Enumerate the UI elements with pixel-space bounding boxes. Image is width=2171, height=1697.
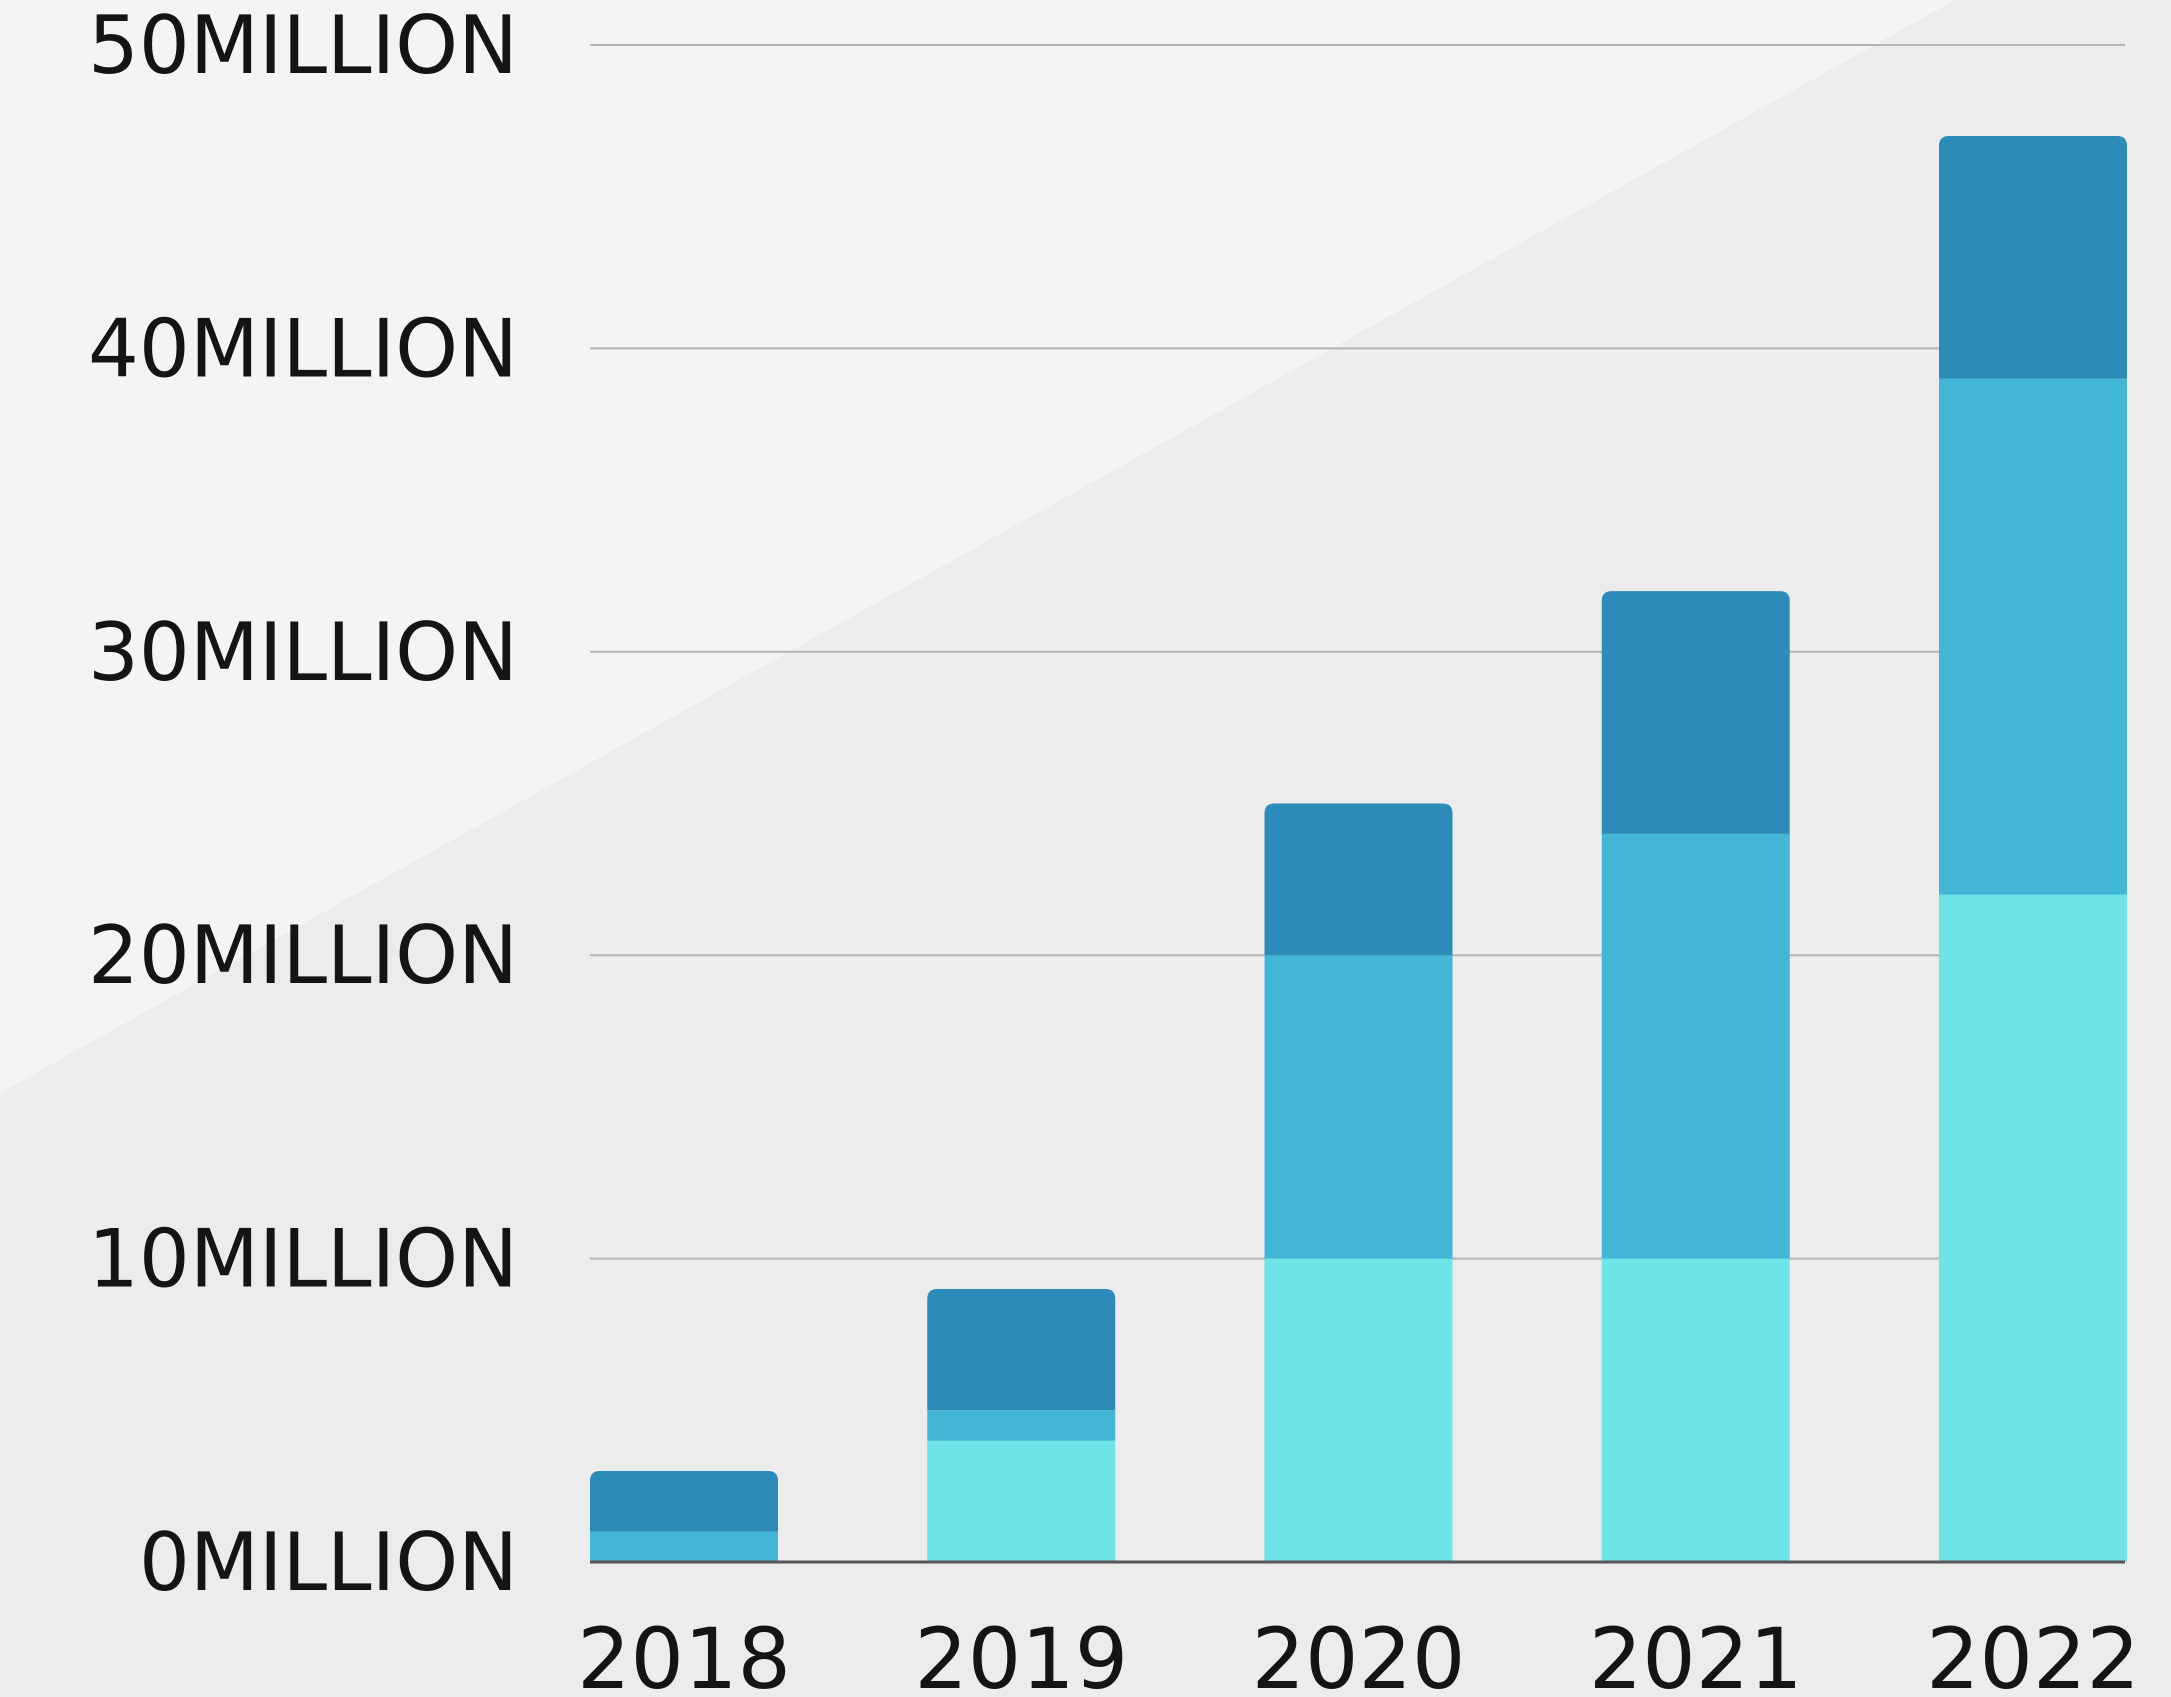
bar-segment <box>1601 591 1790 834</box>
y-axis-tick-labels: 0MILLION 10MILLION 20MILLION 30MILLION 40MIL… <box>88 0 518 1609</box>
bar-segment <box>590 1531 778 1562</box>
bar-segment <box>1939 894 2127 1562</box>
y-tick-label: 0MILLION <box>139 1516 518 1609</box>
bar-segment <box>1264 955 1453 1259</box>
x-tick-label: 2019 <box>914 1610 1128 1697</box>
gridlines <box>590 44 2125 1260</box>
y-tick-label: 50MILLION <box>88 0 518 92</box>
x-tick-label: 2020 <box>1252 1610 1466 1697</box>
y-tick-label: 10MILLION <box>88 1213 518 1306</box>
y-tick-label: 30MILLION <box>88 606 518 699</box>
background-light-wedge <box>0 0 1955 1093</box>
bars <box>590 136 2127 1562</box>
x-tick-label: 2021 <box>1589 1610 1803 1697</box>
bar-segment <box>927 1440 1116 1562</box>
x-tick-label: 2022 <box>1926 1610 2140 1697</box>
bar-segment <box>1264 1258 1453 1562</box>
bar-segment <box>1264 803 1453 956</box>
bar-segment <box>590 1470 778 1532</box>
bar-segment <box>1601 833 1790 1259</box>
bar-segment <box>1939 136 2127 379</box>
y-tick-label: 20MILLION <box>88 909 518 1002</box>
bar-segment <box>1601 1258 1790 1562</box>
x-tick-label: 2018 <box>577 1610 791 1697</box>
bar-segment <box>1939 378 2127 895</box>
bar-segment <box>927 1410 1116 1441</box>
y-tick-label: 40MILLION <box>88 302 518 395</box>
bar-segment <box>927 1288 1116 1411</box>
x-axis-tick-labels: 2018 2019 2020 2021 2022 <box>577 1610 2140 1697</box>
